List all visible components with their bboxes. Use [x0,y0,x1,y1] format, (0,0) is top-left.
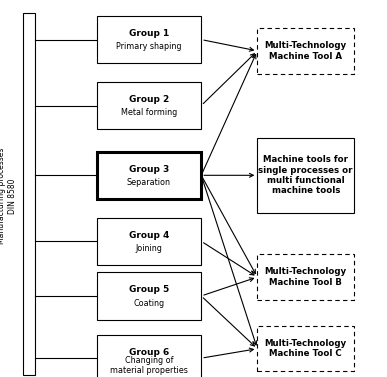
Bar [257,28,354,74]
Text: Machine tools for
single processes or
multi functional
machine tools: Machine tools for single processes or mu… [259,155,353,195]
Bar [97,82,201,129]
Text: Metal forming: Metal forming [121,108,177,117]
Text: Multi-Technology
Machine Tool A: Multi-Technology Machine Tool A [265,41,347,61]
Text: Primary shaping: Primary shaping [116,42,182,51]
Text: Manufacturing processes
DIN 8580: Manufacturing processes DIN 8580 [0,148,17,244]
Text: Coating: Coating [134,299,164,308]
Bar [257,138,354,213]
Text: Group 3: Group 3 [129,165,169,174]
Text: Separation: Separation [127,178,171,187]
Bar [97,152,201,199]
Bar [97,16,201,63]
Bar [97,335,201,377]
Text: Group 2: Group 2 [129,95,169,104]
Bar [97,272,201,320]
Bar [257,254,354,300]
Text: Multi-Technology
Machine Tool C: Multi-Technology Machine Tool C [265,339,347,359]
Bar [97,218,201,265]
Text: Multi-Technology
Machine Tool B: Multi-Technology Machine Tool B [265,267,347,287]
Text: Group 6: Group 6 [129,348,169,357]
Text: Group 4: Group 4 [129,231,169,240]
Text: Joining: Joining [135,244,163,253]
Bar [23,13,35,375]
Text: Group 1: Group 1 [129,29,169,38]
Text: Changing of
material properties: Changing of material properties [110,356,188,375]
Text: Group 5: Group 5 [129,285,169,294]
Bar [257,326,354,371]
